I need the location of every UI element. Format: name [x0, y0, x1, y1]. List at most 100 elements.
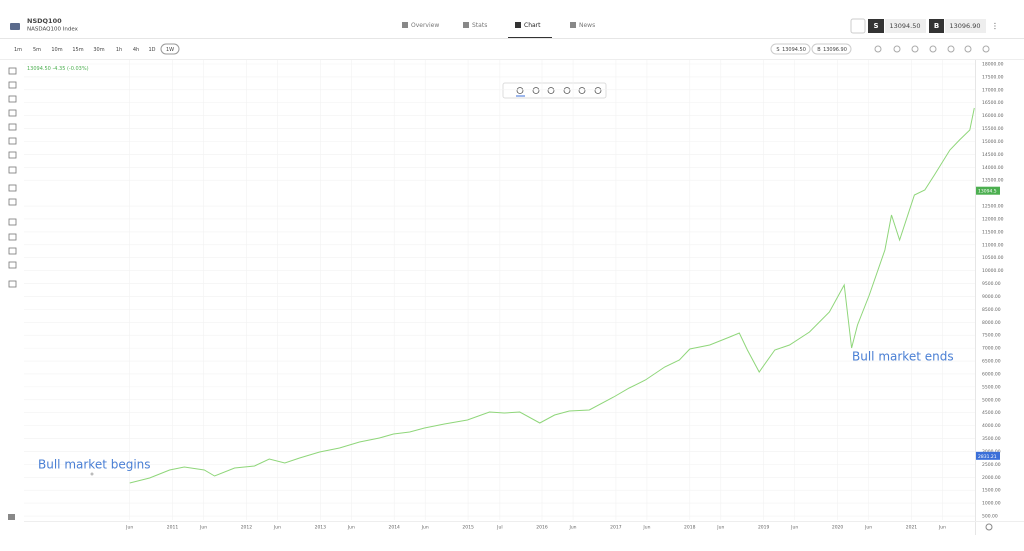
tab-icon[interactable]	[463, 22, 469, 28]
drawing-tool[interactable]	[8, 184, 17, 192]
tab[interactable]: Chart	[524, 22, 541, 29]
symbol-name: NASDAQ100 Index	[27, 27, 79, 33]
x-tick-label: 2018	[684, 525, 696, 531]
y-tick-label: 9000.00	[982, 294, 1001, 300]
y-tick-label: 14000.00	[982, 165, 1004, 171]
y-tick-label: 6500.00	[982, 359, 1001, 365]
x-tick-label: 2014	[388, 525, 400, 531]
y-tick-label: 2500.00	[982, 462, 1001, 468]
y-tick-label: 11500.00	[982, 229, 1004, 235]
y-tick-label: 11000.00	[982, 242, 1004, 248]
price-line	[129, 107, 975, 484]
tool-icon[interactable]	[874, 45, 882, 53]
x-tick-label: 2013	[315, 525, 327, 531]
x-tick-label: Jun	[347, 525, 355, 531]
drawing-tool[interactable]	[8, 218, 17, 226]
y-tick-label: 6000.00	[982, 371, 1001, 377]
tab-icon[interactable]	[570, 22, 576, 28]
drawing-tool[interactable]	[8, 198, 17, 206]
interval[interactable]: 10m	[51, 47, 62, 53]
drawing-tool[interactable]	[8, 166, 17, 174]
sell-label: S	[873, 22, 878, 30]
sell-price: 13094.50	[889, 22, 920, 30]
x-tick-label: Jun	[864, 525, 872, 531]
float-tool[interactable]	[547, 87, 555, 94]
drawing-tool[interactable]	[8, 261, 17, 269]
tab[interactable]: News	[579, 22, 595, 29]
y-tick-label: 15500.00	[982, 126, 1004, 132]
x-tick-label: Jun	[199, 525, 207, 531]
sell-price-box[interactable]	[885, 19, 926, 33]
sell-button[interactable]	[868, 19, 884, 33]
interval[interactable]: 4h	[133, 47, 139, 53]
y-tick-label: 8000.00	[982, 320, 1001, 326]
y-tick-label: 1500.00	[982, 488, 1001, 494]
interval[interactable]: 1D	[148, 47, 155, 53]
drawing-toolbar	[502, 82, 607, 99]
drawing-tool[interactable]	[8, 233, 17, 241]
more-menu[interactable]: ⋮	[991, 22, 999, 31]
annotation: Bull market ends	[852, 350, 954, 364]
tab-icon[interactable]	[402, 22, 408, 28]
crosshair-value: 2831.21	[978, 454, 997, 460]
drawing-tool[interactable]	[8, 280, 17, 288]
y-tick-label: 8500.00	[982, 307, 1001, 313]
drawing-tool[interactable]	[8, 123, 17, 131]
legend: 13094.50 -4.35 (-0.03%)	[27, 66, 89, 72]
x-tick-label: 2016	[536, 525, 548, 531]
y-tick-label: 12000.00	[982, 216, 1004, 222]
y-tick-label: 2000.00	[982, 475, 1001, 481]
tool-icon[interactable]	[947, 45, 955, 53]
float-tool[interactable]	[532, 87, 540, 94]
interval[interactable]: 15m	[72, 47, 83, 53]
interval[interactable]: 1h	[116, 47, 122, 53]
layers-icon[interactable]	[8, 514, 15, 520]
sell-pill[interactable]	[770, 43, 811, 55]
float-tool[interactable]	[594, 87, 602, 94]
float-tool[interactable]	[578, 87, 586, 94]
tool-icon[interactable]	[893, 45, 901, 53]
y-tick-label: 13500.00	[982, 178, 1004, 184]
y-tick-label: 5000.00	[982, 397, 1001, 403]
tab-icon[interactable]	[515, 22, 521, 28]
tool-icon[interactable]	[911, 45, 919, 53]
x-tick-label: Jul	[496, 525, 502, 531]
interval[interactable]: 5m	[33, 47, 41, 53]
y-tick-label: 14500.00	[982, 152, 1004, 158]
tool-icon[interactable]	[929, 45, 937, 53]
x-tick-label: Jun	[421, 525, 429, 531]
interval[interactable]: 1W	[166, 47, 174, 53]
buy-button[interactable]	[929, 19, 944, 33]
settings-icon[interactable]	[985, 523, 993, 531]
tab[interactable]: Overview	[411, 22, 439, 29]
float-tool[interactable]	[563, 87, 571, 94]
buy-price-box[interactable]	[945, 19, 986, 33]
drawing-tool[interactable]	[8, 81, 17, 89]
tool-icon[interactable]	[964, 45, 972, 53]
order-button[interactable]	[850, 18, 866, 34]
interval[interactable]: 1m	[14, 47, 22, 53]
buy-pill[interactable]	[811, 43, 852, 55]
tool-icon[interactable]	[982, 45, 990, 53]
y-tick-label: 16000.00	[982, 113, 1004, 119]
drawing-tool[interactable]	[8, 67, 17, 75]
drawing-tool[interactable]	[8, 151, 17, 159]
crosshair-badge	[976, 451, 1000, 460]
x-tick-label: 2019	[758, 525, 770, 531]
y-tick-label: 15000.00	[982, 139, 1004, 145]
drawing-tool[interactable]	[8, 247, 17, 255]
interval[interactable]: 30m	[93, 47, 104, 53]
x-tick-label: Jun	[273, 525, 281, 531]
y-tick-label: 17500.00	[982, 74, 1004, 80]
y-tick-label: 3500.00	[982, 436, 1001, 442]
drawing-tool[interactable]	[8, 137, 17, 145]
tab[interactable]: Stats	[472, 22, 487, 29]
y-tick-label: 12500.00	[982, 204, 1004, 210]
drawing-tool[interactable]	[8, 95, 17, 103]
buy-pill-price: 13096.90	[823, 47, 847, 53]
float-tool[interactable]	[516, 87, 524, 94]
x-tick-label: Jun	[938, 525, 946, 531]
drawing-tool[interactable]	[8, 109, 17, 117]
y-tick-label: 18000.00	[982, 62, 1004, 68]
